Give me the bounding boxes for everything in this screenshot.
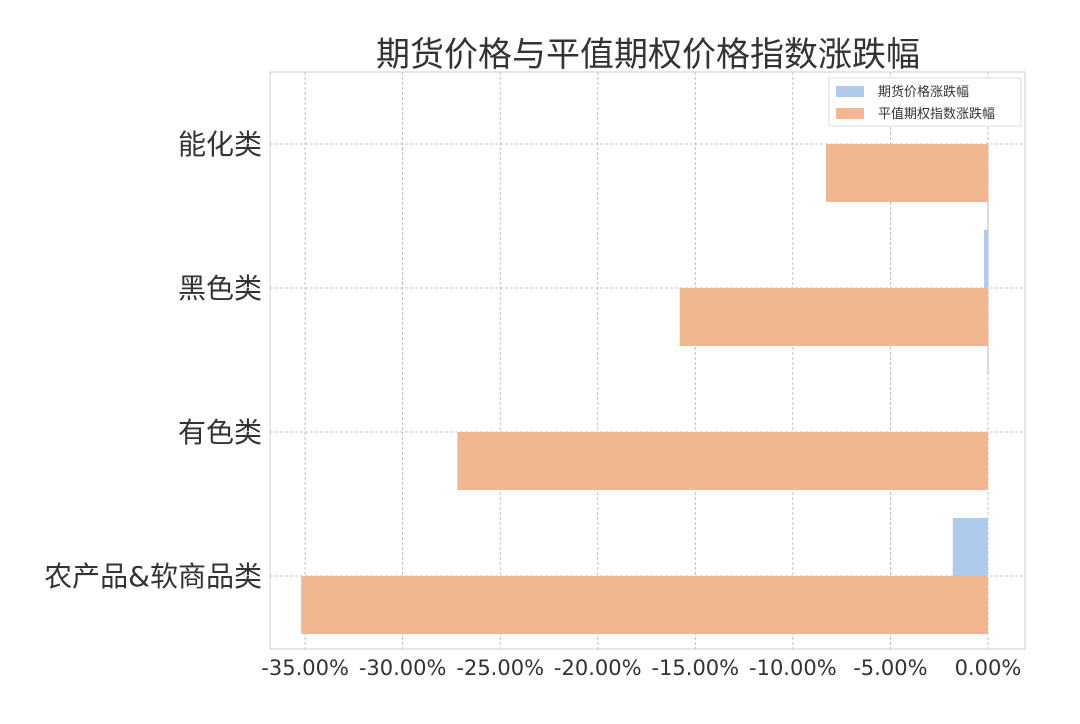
x-tick-label: -20.00% xyxy=(554,656,642,680)
legend-swatch xyxy=(836,86,864,97)
category-label: 农产品&软商品类 xyxy=(44,560,262,593)
chart-title: 期货价格与平值期权价格指数涨跌幅 xyxy=(376,35,920,75)
legend-label: 平值期权指数涨跌幅 xyxy=(878,106,995,122)
legend-swatch xyxy=(836,108,864,119)
x-tick-label: -5.00% xyxy=(853,656,927,680)
x-tick-label: -10.00% xyxy=(749,656,837,680)
value-axis: -35.00% -30.00% -25.00% -20.00% -15.00% -10.0… xyxy=(261,656,1021,680)
category-label: 有色类 xyxy=(178,416,262,449)
category-label: 黑色类 xyxy=(178,272,262,305)
bar-series-2 xyxy=(826,144,988,202)
x-tick-label: -30.00% xyxy=(359,656,447,680)
x-tick-label: -25.00% xyxy=(456,656,544,680)
plot-frame xyxy=(269,71,1026,650)
x-tick-label: -15.00% xyxy=(651,656,739,680)
bar-series-2 xyxy=(679,288,988,346)
legend-label: 期货价格涨跌幅 xyxy=(878,84,969,100)
category-label: 能化类 xyxy=(178,128,262,161)
x-tick-label: 0.00% xyxy=(955,656,1022,680)
bar-series-2 xyxy=(301,576,988,634)
bars xyxy=(301,144,988,634)
bar-series-2 xyxy=(457,432,988,490)
bar-series-1 xyxy=(984,230,988,288)
bar-series-1 xyxy=(952,518,988,576)
x-tick-label: -35.00% xyxy=(261,656,349,680)
